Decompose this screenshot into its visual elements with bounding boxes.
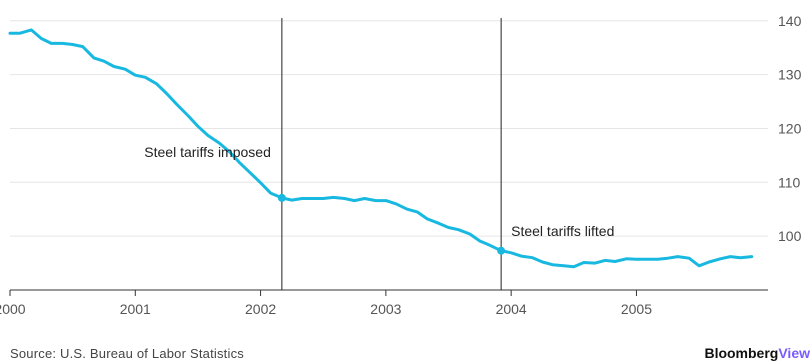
event-labels: Steel tariffs imposed Steel tariffs lifte… bbox=[144, 144, 614, 239]
line-chart: 100 110 120 130 140 2000 2001 2002 2003 2004 2005… bbox=[0, 13, 802, 317]
event-points bbox=[277, 193, 506, 255]
event-point-1 bbox=[497, 246, 506, 255]
y-tick-label-130: 130 bbox=[778, 67, 802, 83]
y-tick-label-110: 110 bbox=[778, 174, 801, 190]
x-tick-label-2005: 2005 bbox=[621, 301, 652, 317]
event-markers bbox=[281, 18, 502, 290]
y-tick-label-120: 120 bbox=[778, 120, 802, 136]
x-tick-label-2002: 2002 bbox=[245, 301, 276, 317]
x-tick-label-2000: 2000 bbox=[0, 301, 26, 317]
event-label-0: Steel tariffs imposed bbox=[144, 144, 271, 160]
y-tick-label-100: 100 bbox=[778, 228, 802, 244]
x-tick-label-2004: 2004 bbox=[496, 301, 527, 317]
source-note: Source: U.S. Bureau of Labor Statistics bbox=[10, 346, 244, 361]
x-tick-label-2003: 2003 bbox=[370, 301, 401, 317]
event-label-1: Steel tariffs lifted bbox=[511, 223, 614, 239]
brand-name: Bloomberg bbox=[704, 345, 779, 361]
series-lines bbox=[8, 28, 754, 269]
brand-logo: BloombergView bbox=[704, 345, 810, 361]
y-axis-tick-labels: 100 110 120 130 140 bbox=[778, 13, 802, 244]
x-tick-label-2001: 2001 bbox=[120, 301, 151, 317]
event-point-0 bbox=[277, 193, 286, 202]
gridlines bbox=[10, 20, 768, 237]
y-tick-label-140: 140 bbox=[778, 13, 802, 29]
brand-name-accent: View bbox=[778, 345, 810, 361]
series-line-0 bbox=[8, 28, 754, 269]
x-axis: 2000 2001 2002 2003 2004 2005 bbox=[0, 289, 768, 317]
